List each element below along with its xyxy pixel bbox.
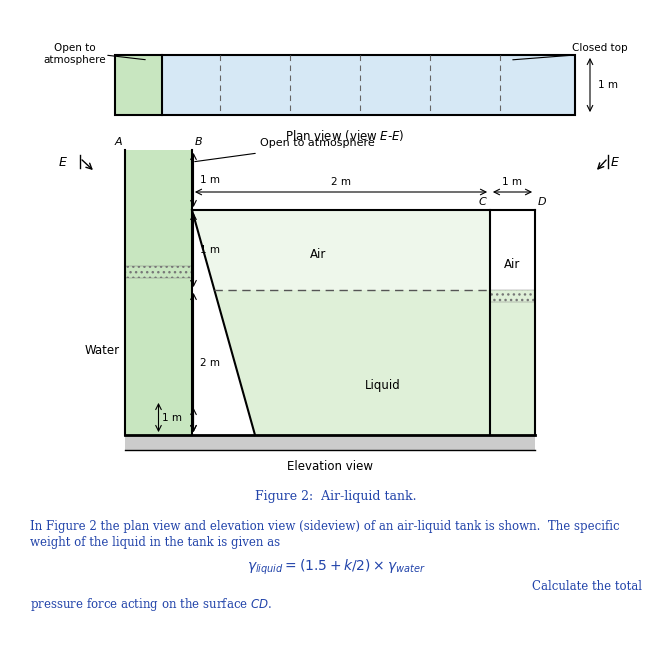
Text: 1 m: 1 m xyxy=(200,175,220,185)
Bar xyxy=(490,290,535,302)
Text: Air: Air xyxy=(504,259,521,271)
Text: $\gamma_{liquid} = (1.5 + k/2) \times \gamma_{water}$: $\gamma_{liquid} = (1.5 + k/2) \times \g… xyxy=(247,558,425,578)
Text: 1 m: 1 m xyxy=(200,245,220,255)
Text: 2 m: 2 m xyxy=(200,358,220,368)
Bar xyxy=(162,55,575,115)
Text: weight of the liquid in the tank is given as: weight of the liquid in the tank is give… xyxy=(30,536,280,549)
Text: pressure force acting on the surface $CD$.: pressure force acting on the surface $CD… xyxy=(30,596,272,613)
Text: Elevation view: Elevation view xyxy=(287,460,373,473)
Text: Liquid: Liquid xyxy=(365,378,401,392)
Text: Open to atmosphere: Open to atmosphere xyxy=(260,138,375,148)
Text: $E$: $E$ xyxy=(610,155,620,169)
Text: Closed top: Closed top xyxy=(572,43,628,53)
Bar xyxy=(115,55,162,115)
Text: Figure 2:  Air-liquid tank.: Figure 2: Air-liquid tank. xyxy=(255,490,417,503)
Text: $B$: $B$ xyxy=(194,135,203,147)
Text: Calculate the total: Calculate the total xyxy=(532,580,642,593)
Text: $C$: $C$ xyxy=(478,195,488,207)
Bar xyxy=(125,150,192,435)
Text: $A$: $A$ xyxy=(114,135,123,147)
Text: 1 m: 1 m xyxy=(161,413,181,423)
Text: 1 m: 1 m xyxy=(503,177,523,187)
Bar xyxy=(125,266,192,278)
Text: Plan view (view $E$-$E$): Plan view (view $E$-$E$) xyxy=(285,128,405,143)
Bar xyxy=(125,435,535,450)
Text: Open to
atmosphere: Open to atmosphere xyxy=(44,43,106,65)
Text: 2 m: 2 m xyxy=(331,177,351,187)
Polygon shape xyxy=(214,290,490,435)
Text: $D$: $D$ xyxy=(537,195,547,207)
Text: Water: Water xyxy=(85,344,120,356)
Bar xyxy=(115,55,575,115)
Text: 1 m: 1 m xyxy=(598,80,618,90)
Text: $E$: $E$ xyxy=(58,155,68,169)
Text: In Figure 2 the plan view and elevation view (sideview) of an air-liquid tank is: In Figure 2 the plan view and elevation … xyxy=(30,520,620,533)
Text: Air: Air xyxy=(310,249,327,261)
Polygon shape xyxy=(192,210,490,290)
Bar xyxy=(490,290,535,435)
